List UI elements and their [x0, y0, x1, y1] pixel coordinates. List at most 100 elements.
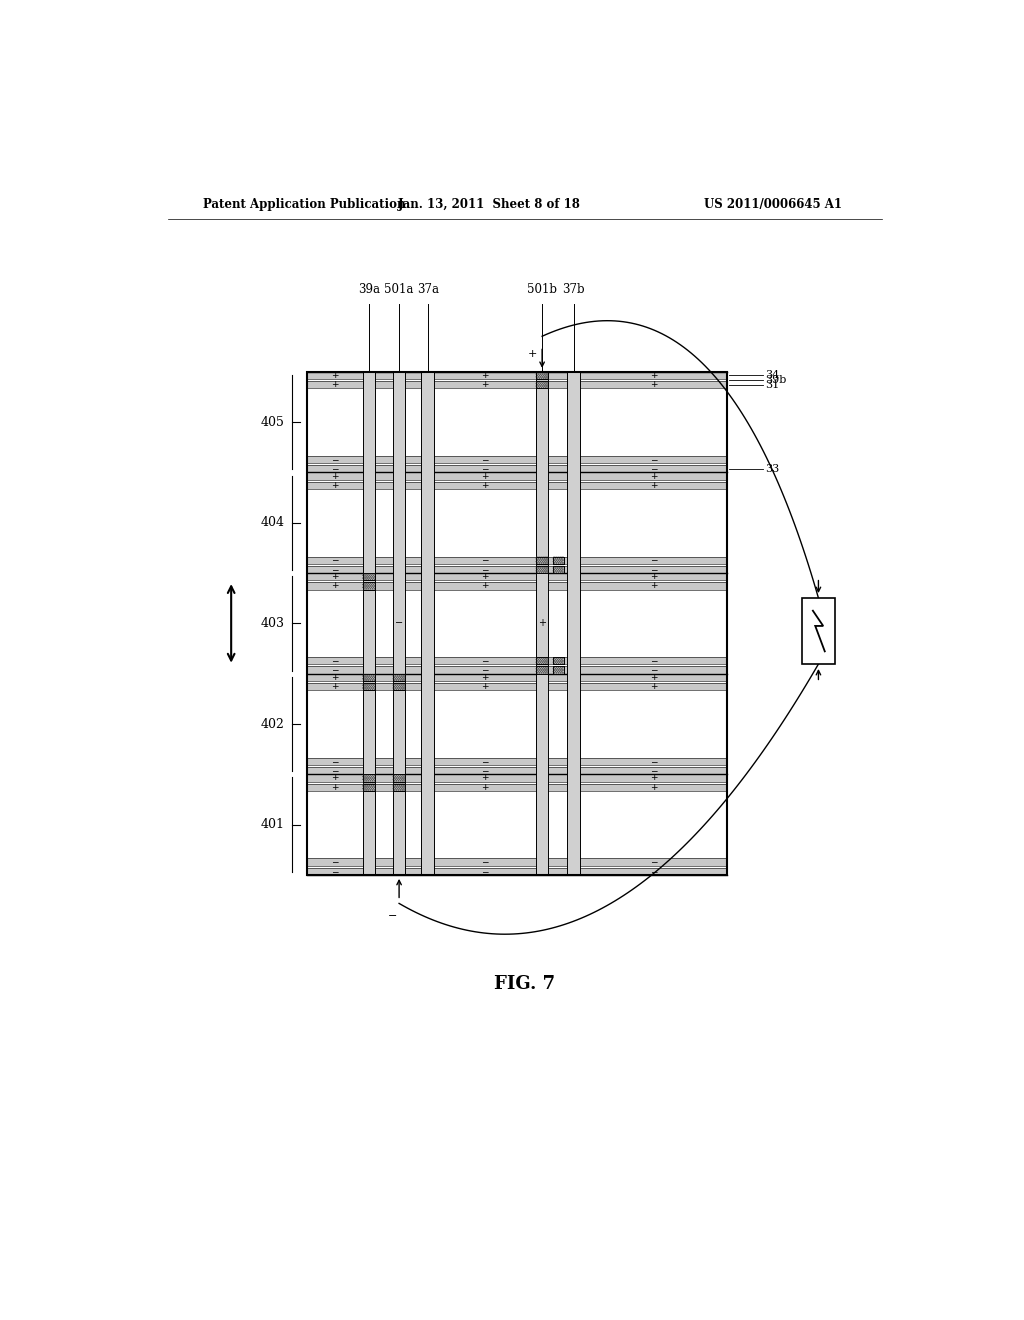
- Bar: [306, 657, 727, 664]
- Text: −: −: [650, 858, 657, 867]
- Bar: [536, 381, 549, 388]
- Text: +: +: [650, 480, 657, 490]
- Bar: [536, 566, 549, 573]
- Bar: [306, 573, 727, 581]
- Bar: [306, 682, 727, 690]
- Bar: [553, 566, 563, 573]
- Bar: [536, 657, 549, 664]
- Text: +: +: [331, 480, 338, 490]
- Text: −: −: [388, 911, 397, 920]
- Text: −: −: [331, 556, 338, 565]
- Bar: [306, 767, 727, 775]
- Bar: [553, 557, 563, 564]
- Text: 404: 404: [260, 516, 285, 529]
- Bar: [393, 682, 406, 690]
- Text: −: −: [650, 455, 657, 465]
- Text: −: −: [650, 656, 657, 665]
- Text: +: +: [481, 682, 488, 692]
- Text: 401: 401: [260, 818, 285, 832]
- Bar: [306, 582, 727, 590]
- Text: −: −: [331, 565, 338, 574]
- Bar: [536, 566, 549, 573]
- Bar: [553, 667, 563, 673]
- Text: US 2011/0006645 A1: US 2011/0006645 A1: [705, 198, 842, 211]
- Text: +: +: [650, 380, 657, 389]
- Bar: [362, 372, 375, 875]
- Text: +: +: [650, 471, 657, 480]
- Text: −: −: [650, 756, 657, 766]
- Text: +: +: [650, 371, 657, 380]
- Bar: [306, 372, 727, 875]
- Text: 31: 31: [765, 380, 779, 389]
- Text: 402: 402: [260, 718, 285, 730]
- Text: 403: 403: [260, 616, 285, 630]
- Bar: [306, 566, 727, 573]
- Text: +: +: [331, 774, 338, 783]
- Bar: [536, 557, 549, 564]
- Bar: [306, 372, 727, 379]
- Bar: [536, 372, 549, 875]
- Bar: [306, 372, 727, 875]
- Text: +: +: [481, 371, 488, 380]
- Bar: [567, 372, 580, 875]
- Text: 39b: 39b: [765, 375, 786, 385]
- Text: +: +: [331, 582, 338, 590]
- Text: −: −: [481, 756, 488, 766]
- Bar: [393, 682, 406, 690]
- Bar: [393, 673, 406, 681]
- Text: −: −: [331, 766, 338, 775]
- Text: −: −: [331, 455, 338, 465]
- Bar: [306, 667, 727, 673]
- Text: +: +: [481, 783, 488, 792]
- Text: +: +: [331, 783, 338, 792]
- Bar: [362, 682, 375, 690]
- Text: −: −: [481, 465, 488, 474]
- Bar: [393, 784, 406, 791]
- Bar: [306, 858, 727, 866]
- Bar: [553, 657, 563, 664]
- Text: −: −: [331, 858, 338, 867]
- Bar: [306, 465, 727, 473]
- Text: −: −: [650, 565, 657, 574]
- Text: 37a: 37a: [417, 282, 438, 296]
- Text: +: +: [650, 783, 657, 792]
- Bar: [362, 673, 375, 681]
- Bar: [362, 775, 375, 781]
- Text: +: +: [650, 582, 657, 590]
- Text: +: +: [481, 471, 488, 480]
- Bar: [553, 566, 563, 573]
- Bar: [306, 557, 727, 564]
- Bar: [306, 381, 727, 388]
- Text: 501b: 501b: [527, 282, 557, 296]
- Text: −: −: [331, 656, 338, 665]
- Text: 39a: 39a: [357, 282, 380, 296]
- Text: −: −: [331, 756, 338, 766]
- Bar: [553, 667, 563, 673]
- Text: −: −: [481, 556, 488, 565]
- Text: −: −: [650, 665, 657, 675]
- Text: +: +: [481, 380, 488, 389]
- Bar: [393, 372, 406, 875]
- Text: −: −: [481, 665, 488, 675]
- Text: +: +: [481, 673, 488, 682]
- Bar: [553, 557, 563, 564]
- Text: +: +: [650, 673, 657, 682]
- Bar: [306, 775, 727, 781]
- Text: +: +: [650, 572, 657, 581]
- Text: 34: 34: [765, 371, 779, 380]
- Text: −: −: [481, 858, 488, 867]
- Text: +: +: [481, 582, 488, 590]
- Text: +: +: [481, 480, 488, 490]
- Text: −: −: [650, 556, 657, 565]
- Bar: [362, 673, 375, 681]
- Text: −: −: [481, 766, 488, 775]
- Text: +: +: [331, 471, 338, 480]
- Bar: [553, 657, 563, 664]
- Bar: [362, 682, 375, 690]
- Bar: [536, 557, 549, 564]
- Text: 405: 405: [260, 416, 285, 429]
- Text: +: +: [331, 371, 338, 380]
- Bar: [362, 784, 375, 791]
- Text: −: −: [650, 465, 657, 474]
- Bar: [306, 673, 727, 681]
